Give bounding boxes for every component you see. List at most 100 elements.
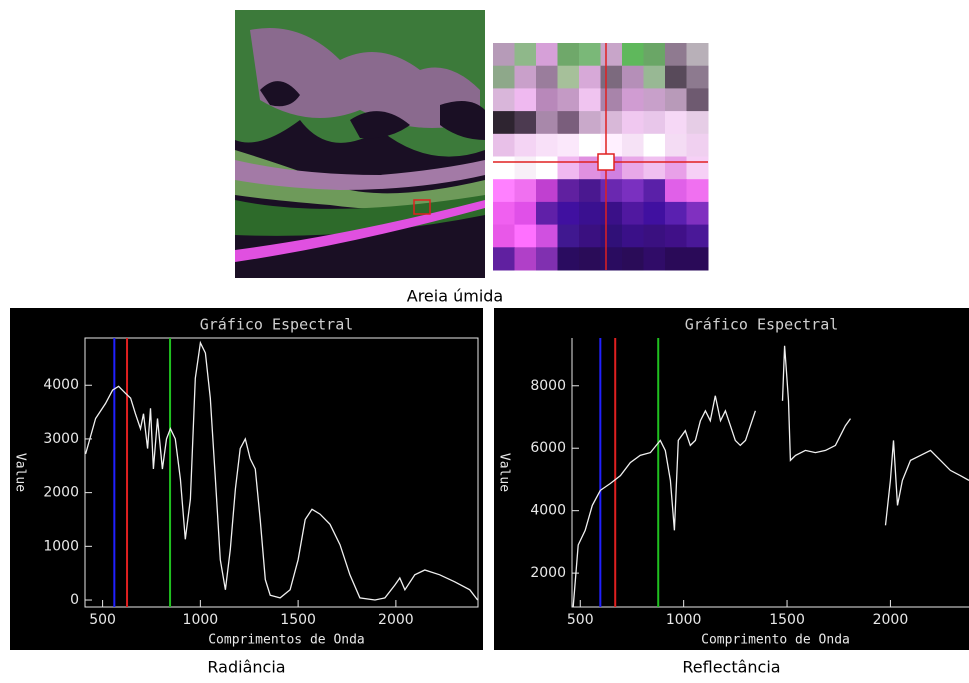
- zoom-pixel: [579, 65, 601, 89]
- zoom-pixel: [665, 133, 687, 157]
- zoom-pixel: [493, 201, 515, 226]
- zoom-pixel: [643, 88, 666, 112]
- zoom-pixel: [622, 179, 644, 203]
- zoom-pixel: [536, 88, 558, 112]
- zoom-pixel: [557, 65, 580, 89]
- zoom-pixel: [557, 43, 580, 67]
- zoom-pixel: [665, 247, 687, 271]
- x-tick-label: 1500: [280, 612, 316, 628]
- zoom-pixel: [557, 201, 580, 226]
- zoom-pixel: [643, 133, 666, 157]
- zoom-pixel: [536, 133, 558, 157]
- zoom-pixel: [493, 179, 515, 203]
- zoom-pixel: [643, 156, 666, 180]
- zoom-pixel: [665, 179, 687, 203]
- zoom-pixel: [579, 88, 601, 112]
- zoom-pixel: [686, 43, 709, 67]
- zoom-pixel: [665, 156, 687, 180]
- zoom-pixel: [686, 65, 709, 89]
- y-tick-label: 4000: [43, 377, 79, 393]
- zoom-pixel: [665, 65, 687, 89]
- zoom-pixel: [622, 111, 644, 135]
- zoom-pixel: [493, 88, 515, 112]
- zoom-pixel: [686, 88, 709, 112]
- spectral-chart: Gráfico Espectral Value Comprimento de Ond…: [494, 308, 969, 677]
- zoom-pixel: [514, 224, 537, 248]
- zoom-pixel: [622, 43, 644, 67]
- zoom-pixel: [557, 133, 580, 157]
- zoom-pixel: [514, 88, 537, 112]
- x-tick-label: 1000: [666, 612, 702, 628]
- zoom-pixel: [600, 88, 623, 112]
- y-tick-label: 0: [70, 592, 79, 608]
- zoom-pixel: [686, 133, 709, 157]
- chart-title: Gráfico Espectral: [200, 316, 354, 334]
- y-axis-label: Value: [497, 453, 512, 492]
- spectrum-line: [84, 340, 479, 601]
- x-tick-label: 2000: [873, 612, 909, 628]
- zoom-image: [493, 43, 709, 271]
- y-tick-label: 2000: [530, 565, 566, 581]
- zoom-pixel: [514, 201, 537, 226]
- zoom-pixel: [643, 179, 666, 203]
- zoom-pixel: [557, 224, 580, 248]
- zoom-pixel: [557, 247, 580, 271]
- zoom-pixel: [686, 156, 709, 180]
- chart-caption: Radiância: [207, 658, 285, 677]
- zoom-pixel: [622, 133, 644, 157]
- zoom-pixel: [622, 88, 644, 112]
- zoom-pixel: [622, 156, 644, 180]
- spectral-chart: Gráfico Espectral Value Comprimentos de On…: [10, 308, 483, 677]
- zoom-pixel: [579, 133, 601, 157]
- x-tick-label: 2000: [378, 612, 414, 628]
- zoom-pixel: [643, 247, 666, 271]
- zoom-pixel: [600, 65, 623, 89]
- zoom-pixel: [686, 201, 709, 226]
- zoom-pixel: [493, 65, 515, 89]
- zoom-pixel: [643, 201, 666, 226]
- zoom-pixel: [643, 111, 666, 135]
- chart-background: [494, 308, 969, 650]
- x-tick-label: 1000: [183, 612, 219, 628]
- zoom-pixel: [579, 247, 601, 271]
- zoom-pixel: [600, 247, 623, 271]
- zoom-pixel: [643, 224, 666, 248]
- zoom-pixel: [493, 224, 515, 248]
- zoom-pixel: [622, 224, 644, 248]
- zoom-pixel: [600, 224, 623, 248]
- zoom-pixel: [557, 111, 580, 135]
- x-axis-label: Comprimento de Onda: [701, 633, 850, 648]
- axis-frame: [571, 338, 969, 608]
- zoom-pixel: [493, 133, 515, 157]
- zoom-pixel: [557, 156, 580, 180]
- axis-frame: [84, 337, 479, 608]
- zoom-pixel: [579, 179, 601, 203]
- crosshair-box: [597, 153, 615, 171]
- zoom-pixel: [514, 133, 537, 157]
- zoom-pixel: [579, 43, 601, 67]
- y-tick-label: 4000: [530, 503, 566, 519]
- image-caption: Areia úmida: [407, 287, 503, 306]
- zoom-pixel: [536, 201, 558, 226]
- y-tick-label: 8000: [530, 378, 566, 394]
- y-tick-label: 1000: [43, 538, 79, 554]
- zoom-pixel: [622, 201, 644, 226]
- zoom-pixel: [686, 111, 709, 135]
- zoom-pixel: [536, 65, 558, 89]
- x-tick-label: 500: [567, 612, 594, 628]
- y-tick-label: 3000: [43, 431, 79, 447]
- spectrum-line: [572, 345, 969, 607]
- zoom-pixel: [493, 43, 515, 67]
- zoom-pixel: [536, 156, 558, 180]
- zoom-pixel: [665, 111, 687, 135]
- zoom-pixel: [493, 111, 515, 135]
- zoom-pixel: [600, 111, 623, 135]
- zoom-pixel: [514, 43, 537, 67]
- zoom-pixel: [600, 179, 623, 203]
- zoom-pixel: [665, 201, 687, 226]
- zoom-pixel: [557, 88, 580, 112]
- zoom-pixel: [622, 247, 644, 271]
- zoom-pixel: [536, 111, 558, 135]
- y-tick-label: 2000: [43, 485, 79, 501]
